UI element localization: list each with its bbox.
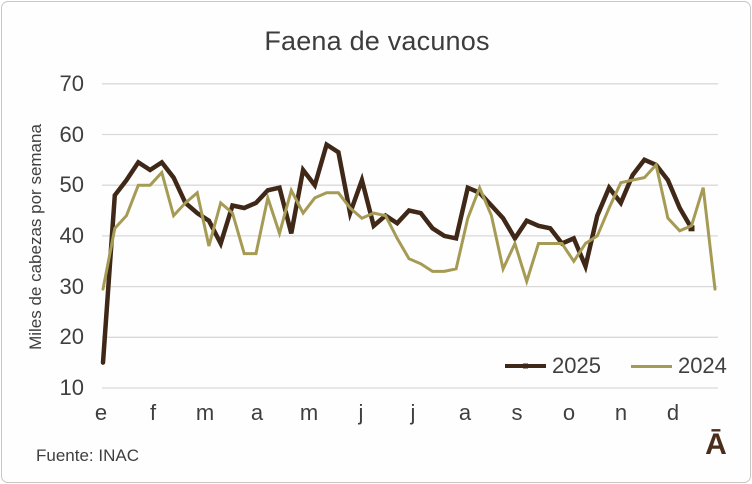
last-point-marker-2025	[688, 225, 695, 232]
y-tick-label-20: 20	[59, 324, 84, 350]
x-tick-label-5-m: m	[299, 400, 319, 425]
y-tick-label-10: 10	[59, 375, 84, 400]
chart-title: Faena de vacunos	[264, 26, 490, 56]
x-tick-label-12-d: d	[666, 400, 680, 425]
legend-label-2024: 2024	[677, 353, 727, 378]
series-line-2024	[101, 161, 717, 291]
y-tick-label-40: 40	[59, 222, 84, 248]
legend-line-2025-icon	[505, 363, 546, 369]
x-tick-label-3-m: m	[195, 400, 215, 425]
plot-area	[100, 83, 718, 389]
x-tick-label-6-j: j	[358, 400, 364, 425]
x-tick-label-1-e: e	[94, 400, 108, 425]
source-note: Fuente: INAC	[36, 446, 139, 465]
x-tick-label-2-f: f	[149, 400, 157, 425]
logo-mark: Ā	[705, 428, 727, 461]
legend-item-2025: 2025	[505, 353, 601, 379]
y-tick-label-50: 50	[59, 172, 84, 198]
series-line-2025	[100, 141, 694, 365]
y-tick-label-70: 70	[59, 70, 84, 96]
y-tick-label-30: 30	[59, 273, 84, 299]
legend-line-2024-icon	[630, 364, 672, 368]
legend-label-2025: 2025	[552, 353, 601, 378]
x-tick-label-11-n: n	[614, 400, 628, 425]
x-tick-label-4-a: a	[250, 400, 264, 425]
legend-item-2024: 2024	[630, 353, 727, 379]
legend-marker-2025-icon	[523, 363, 528, 369]
x-tick-label-8-a: a	[458, 400, 472, 425]
x-tick-label-10-o: o	[562, 400, 576, 425]
y-tick-label-60: 60	[59, 121, 84, 147]
x-tick-label-7-j: j	[410, 400, 416, 425]
x-tick-label-9-s: s	[511, 400, 523, 425]
legend: 2025 2024	[505, 352, 727, 380]
